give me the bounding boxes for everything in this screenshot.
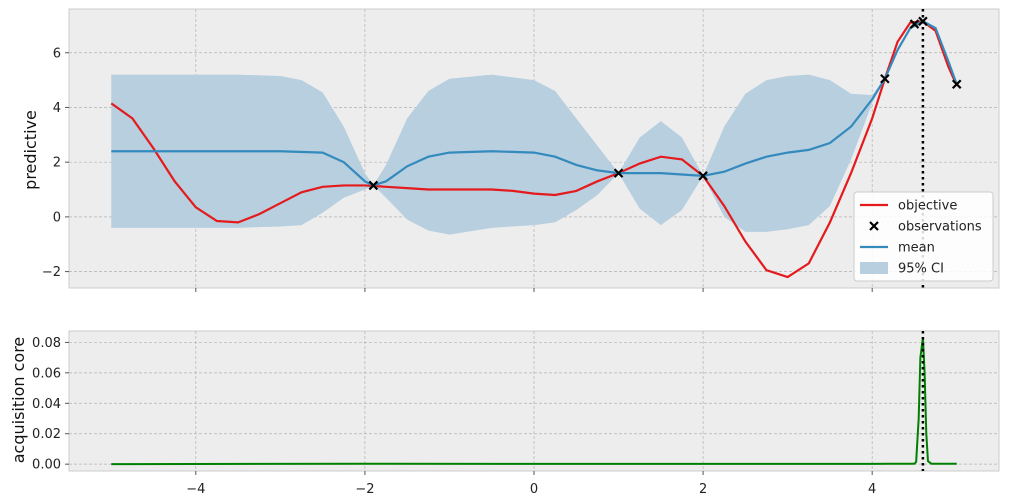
y-tick-label: 0.08 [32, 336, 61, 351]
x-tick-label: 4 [868, 482, 876, 497]
x-tick-label: 2 [699, 482, 707, 497]
y-tick-label: 0.02 [32, 427, 61, 442]
y-tick-label: 0.04 [32, 397, 61, 412]
x-tick-label: −4 [186, 482, 205, 497]
observation-point [368, 180, 379, 191]
y-tick-label: 0 [53, 210, 61, 225]
acquisition-panel: 0.00 0.02 0.04 0.06 0.08 −4 −2 0 2 4 [32, 330, 1000, 497]
legend: objective observations mean 95% CI [853, 191, 994, 282]
y-tick-label: 4 [53, 101, 61, 116]
y-tick-label: −2 [42, 265, 61, 280]
predictive-panel: −2 0 2 4 6 objective observations mean 95% CI [42, 8, 1000, 292]
legend-label: mean [898, 241, 935, 256]
y-tick-label: 0.06 [32, 366, 61, 381]
legend-box [853, 191, 994, 282]
y-tick-label: 2 [53, 156, 61, 171]
observation-point [951, 79, 962, 89]
x-tick-label: 0 [530, 482, 538, 497]
legend-label: 95% CI [898, 262, 944, 277]
y-tick-label: 6 [53, 46, 61, 61]
legend-label: objective [898, 199, 957, 214]
x-tick-label: −2 [355, 482, 374, 497]
acquisition-ylabel: acquisition core [9, 337, 28, 464]
plot-content [110, 9, 962, 288]
observation-point [909, 19, 920, 29]
predictive-ylabel: predictive [21, 110, 40, 190]
plot-content [111, 331, 957, 471]
objective-line [110, 20, 958, 279]
acquisition-line [111, 337, 957, 466]
observation-point [698, 171, 708, 181]
legend-ci-swatch [860, 262, 888, 274]
observation-point [613, 168, 624, 178]
observation-point [880, 73, 890, 84]
ci-band [111, 19, 957, 235]
y-tick-label: 0.00 [32, 458, 61, 473]
legend-observations-swatch [869, 221, 879, 231]
legend-label: observations [898, 220, 982, 235]
